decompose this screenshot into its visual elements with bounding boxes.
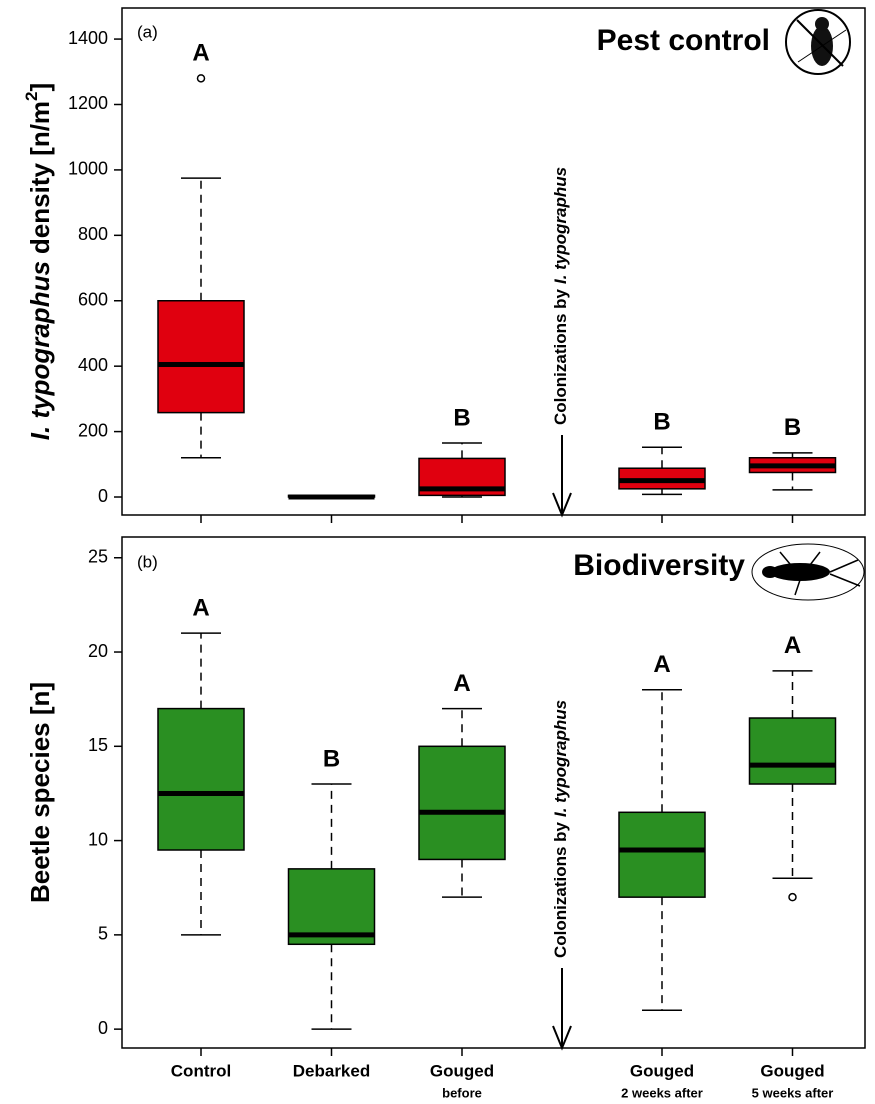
y-axis-label: Beetle species [n] (25, 682, 55, 903)
x-tick-label: Control (171, 1061, 231, 1080)
x-tick-label: Gouged (630, 1061, 694, 1080)
x-tick-sublabel: 2 weeks after (621, 1085, 703, 1100)
panel-title: Biodiversity (573, 549, 745, 582)
y-tick-label: 5 (98, 924, 108, 944)
group-letter: A (453, 670, 470, 697)
box (157, 707, 245, 851)
panel-title: Pest control (597, 24, 770, 57)
y-axis-label: I. typographus density [n/m2] (22, 83, 54, 440)
group-letter: A (192, 595, 209, 622)
group-letter: B (653, 409, 670, 436)
y-label-italic: I. typographus (25, 261, 55, 440)
x-tick-sublabel: 5 weeks after (752, 1085, 834, 1100)
box (287, 868, 376, 946)
panel-b-frame (121, 536, 866, 1049)
x-tick-label: Debarked (293, 1061, 370, 1080)
y-tick-label: 200 (78, 420, 108, 440)
group-letter: A (653, 651, 670, 678)
beetle-icon (751, 543, 865, 601)
y-tick-label: 0 (98, 486, 108, 506)
y-tick-label: 600 (78, 290, 108, 310)
panel-label: (b) (137, 552, 158, 571)
box (618, 811, 706, 898)
y-tick-label: 400 (78, 355, 108, 375)
annotation-text: Colonizations by (551, 821, 570, 958)
y-label-text: Beetle species [n] (25, 682, 55, 903)
outlier (788, 892, 797, 902)
panel-label: (a) (137, 22, 158, 41)
y-tick-label: 1400 (68, 28, 108, 48)
group-letter: B (784, 414, 801, 441)
outlier (196, 74, 206, 83)
y-tick-label: 0 (98, 1018, 108, 1038)
y-label-text: density [n/m (25, 101, 55, 254)
x-tick-label: Gouged (430, 1061, 494, 1080)
y-label-end: ] (25, 83, 55, 92)
annotation-text: Colonizations by (551, 288, 570, 425)
x-tick-sublabel: before (442, 1085, 482, 1100)
x-tick-label: Gouged (760, 1061, 824, 1080)
y-tick-label: 1000 (68, 159, 108, 179)
annotation-italic: I. typographus (551, 700, 570, 817)
y-tick-label: 25 (88, 546, 108, 566)
arrow-head (552, 492, 572, 518)
y-tick-label: 15 (88, 735, 108, 755)
y-tick-label: 1200 (68, 93, 108, 113)
group-letter: A (784, 632, 801, 659)
group-letter: A (192, 40, 209, 67)
arrow-head (552, 1025, 572, 1051)
pest-icon (785, 9, 851, 75)
y-tick-label: 20 (88, 641, 108, 661)
box (418, 745, 506, 861)
box (157, 300, 245, 414)
group-letter: B (453, 404, 470, 431)
annotation-italic: I. typographus (551, 167, 570, 284)
y-tick-label: 10 (88, 829, 108, 849)
box (748, 717, 837, 785)
y-label-sup: 2 (22, 91, 41, 100)
panel-a-frame (121, 7, 866, 516)
y-tick-label: 800 (78, 224, 108, 244)
annotation: Colonizations by I. typographus (551, 700, 570, 958)
group-letter: B (323, 745, 340, 772)
annotation: Colonizations by I. typographus (551, 167, 570, 425)
